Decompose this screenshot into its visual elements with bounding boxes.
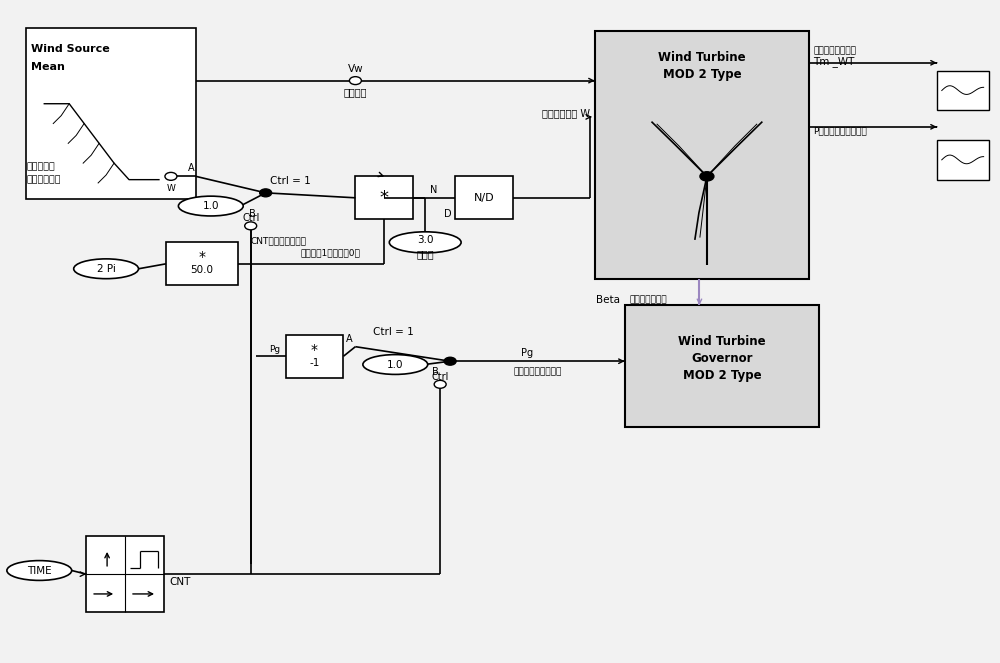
Text: （风速）: （风速） — [344, 88, 367, 97]
Text: Vw: Vw — [348, 64, 363, 74]
Ellipse shape — [363, 355, 428, 375]
Ellipse shape — [389, 232, 461, 253]
FancyBboxPatch shape — [355, 176, 413, 219]
Text: B: B — [249, 209, 256, 219]
Text: MOD 2 Type: MOD 2 Type — [683, 369, 761, 382]
FancyBboxPatch shape — [286, 335, 343, 378]
Ellipse shape — [178, 196, 243, 216]
Text: N: N — [430, 185, 438, 195]
FancyBboxPatch shape — [595, 31, 809, 278]
Text: Pg: Pg — [269, 345, 281, 354]
FancyBboxPatch shape — [937, 71, 989, 110]
Circle shape — [700, 172, 714, 181]
Circle shape — [444, 357, 456, 365]
Text: *: * — [380, 189, 389, 207]
Text: 2 Pi: 2 Pi — [97, 264, 116, 274]
Text: Wind Turbine: Wind Turbine — [678, 335, 766, 347]
Text: Ctrl = 1: Ctrl = 1 — [373, 327, 414, 337]
Text: *: * — [198, 250, 205, 265]
Text: Ctrl: Ctrl — [242, 213, 259, 223]
Text: Wind Source: Wind Source — [31, 44, 110, 54]
Text: 启动时为1，否则为0）: 启动时为1，否则为0） — [301, 249, 360, 257]
Text: CNT: CNT — [169, 577, 190, 587]
Text: Beta: Beta — [596, 295, 620, 305]
Text: Wind Turbine: Wind Turbine — [658, 51, 746, 64]
Text: （风机转速: （风机转速 — [26, 162, 55, 171]
Text: 磁极对: 磁极对 — [416, 249, 434, 259]
Text: Mean: Mean — [31, 62, 65, 72]
Text: 1.0: 1.0 — [387, 359, 404, 369]
Circle shape — [349, 77, 361, 85]
Text: 1.0: 1.0 — [203, 201, 219, 211]
FancyBboxPatch shape — [455, 176, 513, 219]
Text: Ctrl = 1: Ctrl = 1 — [270, 176, 311, 186]
Text: Governor: Governor — [691, 352, 753, 365]
Text: B: B — [432, 367, 438, 377]
Text: A: A — [188, 163, 194, 174]
Ellipse shape — [74, 259, 139, 278]
Circle shape — [165, 172, 177, 180]
Text: D: D — [444, 210, 451, 219]
Circle shape — [260, 189, 272, 197]
Text: MOD 2 Type: MOD 2 Type — [663, 68, 741, 80]
Text: *: * — [311, 343, 318, 357]
Circle shape — [434, 381, 446, 389]
Circle shape — [245, 222, 257, 230]
Text: -1: -1 — [309, 358, 320, 368]
Text: N/D: N/D — [474, 193, 494, 203]
Text: （风机机械转矩）: （风机机械转矩） — [813, 46, 856, 56]
FancyBboxPatch shape — [937, 140, 989, 180]
Text: （风机的有功功率）: （风机的有功功率） — [513, 367, 562, 377]
Text: （风机转速） W: （风机转速） W — [542, 109, 590, 119]
Text: TIME: TIME — [27, 566, 52, 575]
FancyBboxPatch shape — [26, 28, 196, 200]
Text: W: W — [166, 184, 175, 193]
Text: Pg: Pg — [521, 348, 533, 358]
Text: 3.0: 3.0 — [417, 235, 433, 245]
Text: A: A — [346, 333, 353, 343]
FancyBboxPatch shape — [166, 243, 238, 285]
Text: CNT（风机启动变量: CNT（风机启动变量 — [251, 237, 307, 245]
Text: （风机桨距角）: （风机桨距角） — [630, 295, 667, 304]
Text: Tm _WT: Tm _WT — [813, 56, 855, 67]
Text: P（风机的机械功率）: P（风机的机械功率） — [813, 126, 867, 135]
Text: （标幺値））: （标幺値）） — [26, 175, 61, 184]
FancyBboxPatch shape — [625, 305, 819, 427]
Text: Ctrl: Ctrl — [431, 372, 449, 382]
FancyBboxPatch shape — [86, 536, 164, 612]
Ellipse shape — [7, 561, 72, 580]
Text: 50.0: 50.0 — [190, 265, 213, 275]
